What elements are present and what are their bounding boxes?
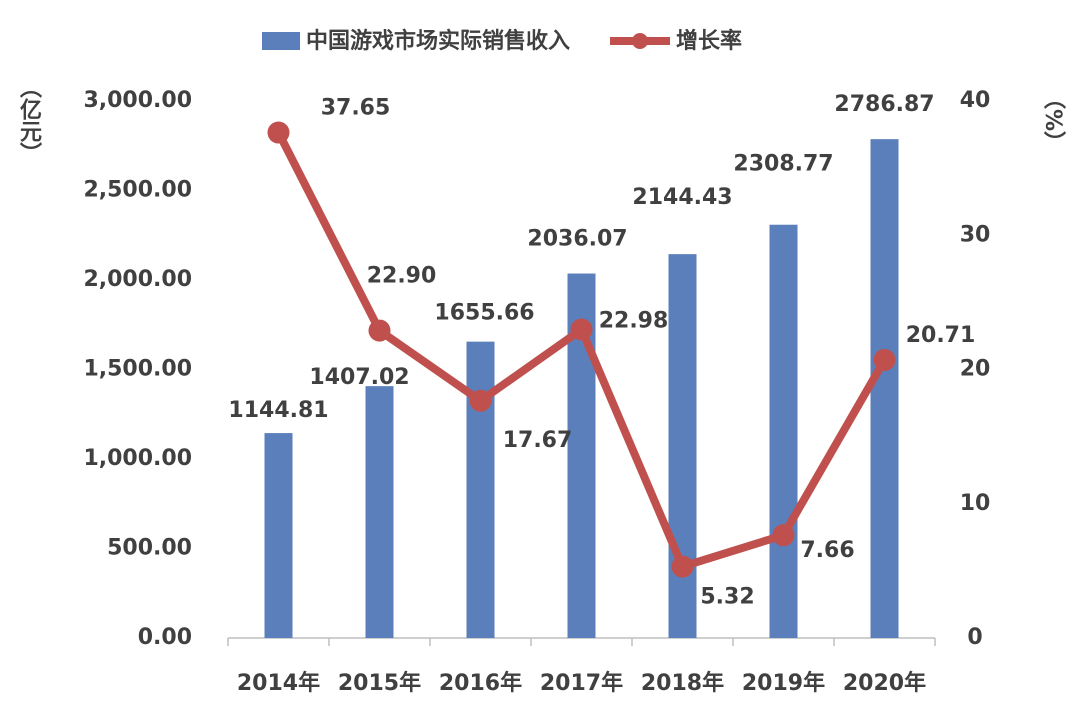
y-axis-label: （亿元） [16, 76, 42, 164]
legend-swatch [632, 33, 649, 49]
y2-tick-label: 20 [960, 357, 991, 382]
x-tick-label: 2015年 [338, 670, 421, 696]
line-marker [671, 555, 694, 578]
line-marker [368, 319, 391, 342]
y-tick-label: 1,500.00 [83, 357, 192, 382]
bar [264, 433, 293, 638]
y2-tick-label: 30 [960, 222, 991, 247]
bar-value-label: 1407.02 [309, 365, 409, 390]
y-tick-label: 2,000.00 [83, 267, 192, 292]
line-value-label: 7.66 [800, 538, 854, 563]
y2-tick-label: 0 [967, 625, 982, 650]
x-tick-label: 2020年 [843, 670, 926, 696]
bar [365, 386, 394, 638]
bar-value-label: 2036.07 [527, 227, 627, 252]
y2-tick-label: 10 [960, 491, 991, 516]
line-marker [570, 318, 593, 341]
line-value-label: 22.98 [599, 308, 669, 333]
x-tick-label: 2017年 [540, 670, 623, 696]
line-marker [873, 348, 896, 371]
legend-label: 中国游戏市场实际销售收入 [306, 28, 570, 54]
y-tick-label: 2,500.00 [83, 178, 192, 203]
bar [870, 139, 899, 638]
line-value-label: 17.67 [503, 428, 573, 453]
y-tick-label: 1,000.00 [83, 446, 192, 471]
bar [769, 224, 798, 638]
line-marker [267, 121, 290, 144]
bar-value-label: 2144.43 [632, 185, 732, 210]
bar-value-label: 1144.81 [228, 398, 328, 423]
bar [466, 341, 495, 638]
line-value-label: 22.90 [367, 264, 437, 289]
line-value-label: 20.71 [906, 323, 976, 348]
line-value-label: 5.32 [700, 585, 754, 610]
y-tick-label: 500.00 [107, 536, 192, 561]
x-tick-label: 2014年 [237, 670, 320, 696]
bar-value-label: 1655.66 [434, 301, 534, 326]
y2-axis-label: （%） [1040, 87, 1066, 153]
bar [668, 254, 697, 638]
y2-tick-label: 40 [960, 88, 991, 113]
x-tick-label: 2018年 [641, 670, 724, 696]
y-tick-label: 3,000.00 [83, 88, 192, 113]
line-marker [469, 389, 492, 412]
legend-swatch [262, 32, 300, 50]
line-marker [772, 524, 795, 547]
legend-label: 增长率 [676, 28, 742, 54]
x-tick-label: 2016年 [439, 670, 522, 696]
bar-value-label: 2786.87 [834, 92, 934, 117]
x-tick-label: 2019年 [742, 670, 825, 696]
y-tick-label: 0.00 [138, 625, 192, 650]
line-value-label: 37.65 [321, 96, 391, 121]
bar-value-label: 2308.77 [733, 152, 833, 177]
